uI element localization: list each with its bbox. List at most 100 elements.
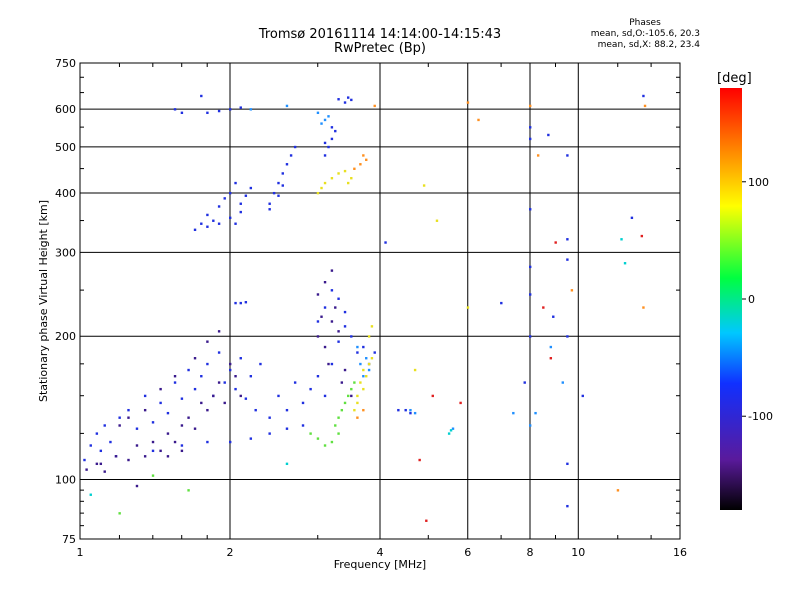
data-point [334,306,337,309]
data-point [217,222,221,225]
data-point [229,440,232,444]
data-point [529,424,532,427]
data-point [327,115,330,118]
data-point [234,375,237,378]
data-point [187,416,190,419]
data-point [293,145,297,149]
data-point [114,455,118,458]
data-point [323,444,327,447]
data-point [259,362,262,366]
data-point [640,234,644,238]
data-point [529,293,532,296]
data-point [239,106,242,109]
data-point [343,169,347,173]
data-point [166,432,170,435]
data-point [206,213,209,217]
data-point [323,141,327,145]
data-point [127,458,130,462]
data-point [359,381,362,384]
data-point [239,394,242,398]
data-point [323,181,327,185]
y-tick-label: 400 [55,187,76,200]
data-point [244,194,248,197]
chart-subtitle: RwPretec (Bp) [333,41,427,56]
x-tick-label: 6 [464,546,471,559]
data-point [566,504,569,508]
x-tick-label: 10 [571,546,585,559]
data-point [362,368,365,372]
data-point [343,368,347,372]
data-point [466,306,470,309]
data-point [187,489,190,492]
data-point [367,335,371,338]
data-point [229,216,232,220]
x-tick-label: 1 [77,546,84,559]
data-point [359,362,362,366]
data-point [330,126,334,129]
data-point [384,241,387,244]
x-axis: 1 2 4 6 8 10 16 [77,63,687,559]
data-point [193,357,197,360]
data-point [316,191,320,195]
data-point [542,306,545,309]
data-point [404,408,407,412]
colorbar [720,88,742,510]
data-point [477,118,480,122]
data-point [316,320,320,323]
data-point [212,394,215,398]
data-point [301,424,305,427]
data-point [118,512,121,515]
data-point [293,381,297,384]
data-point [180,449,184,453]
data-point [301,401,305,405]
data-point [173,108,177,111]
data-point [327,145,330,149]
data-point [320,315,323,318]
y-tick-label: 100 [55,474,76,487]
data-point [217,351,221,354]
data-point [327,362,330,366]
data-point [212,219,215,222]
data-point [523,381,526,384]
data-point [451,427,455,430]
x-tick-label: 16 [673,546,687,559]
data-point [365,375,368,378]
data-point [529,265,532,269]
data-point [350,335,353,338]
data-point [330,176,334,180]
data-point [343,325,347,328]
data-point [337,330,340,333]
data-point [534,411,537,415]
data-point [397,408,400,412]
data-point [249,186,253,190]
data-point [95,432,99,435]
data-point [89,444,92,447]
data-point [180,424,184,427]
y-tick-label: 600 [55,103,76,116]
data-point [159,401,162,405]
data-point [620,238,623,241]
plot-frame [79,62,681,540]
data-point [356,401,359,405]
data-point [554,241,557,244]
data-point [549,357,553,360]
data-point [249,108,253,111]
data-point [217,381,221,384]
data-point [200,94,203,98]
data-point [409,411,412,415]
data-point [350,176,353,180]
data-point [330,440,334,444]
data-point [268,416,271,419]
y-axis-label: Stationary phase Virtual Height [km] [37,200,50,402]
data-point [268,208,271,211]
data-point [365,158,368,162]
data-point [337,98,340,101]
data-point [109,440,112,444]
data-point [337,340,340,343]
data-point [316,335,320,338]
data-point [536,154,540,157]
phases-legend: Phases mean, sd,O:-105.6, 20.3 mean, sd,… [590,18,700,51]
data-point [316,437,320,440]
data-point [173,381,177,384]
data-point [309,432,312,435]
